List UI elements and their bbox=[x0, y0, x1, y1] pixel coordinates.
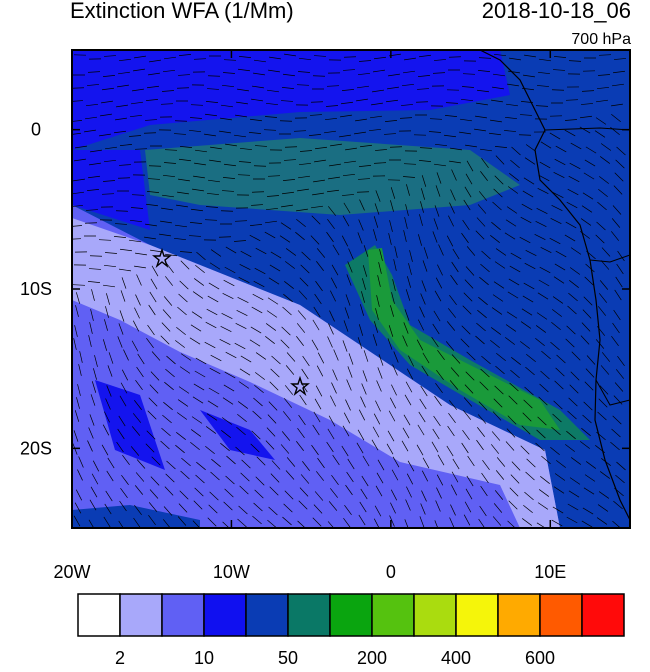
colorbar-label: 10 bbox=[194, 648, 214, 667]
colorbar-box bbox=[78, 594, 120, 636]
title: Extinction WFA (1/Mm) bbox=[70, 0, 294, 23]
lon-label: 0 bbox=[386, 562, 396, 582]
colorbar-box bbox=[498, 594, 540, 636]
lat-label: 20S bbox=[20, 438, 52, 458]
level: 700 hPa bbox=[571, 31, 631, 48]
colorbar-label: 600 bbox=[525, 648, 555, 667]
lon-label: 20W bbox=[53, 562, 90, 582]
colorbar-box bbox=[414, 594, 456, 636]
colorbar-box bbox=[120, 594, 162, 636]
colorbar: 2 10 50 200 400 600 bbox=[78, 594, 624, 667]
lon-label: 10E bbox=[534, 562, 566, 582]
lat-label: 10S bbox=[20, 279, 52, 299]
lon-label: 10W bbox=[213, 562, 250, 582]
colorbar-box bbox=[246, 594, 288, 636]
colorbar-box bbox=[330, 594, 372, 636]
colorbar-box bbox=[582, 594, 624, 636]
timestamp: 2018-10-18_06 bbox=[482, 0, 631, 23]
colorbar-box bbox=[204, 594, 246, 636]
colorbar-box bbox=[162, 594, 204, 636]
colorbar-box bbox=[372, 594, 414, 636]
colorbar-label: 50 bbox=[278, 648, 298, 667]
field bbox=[69, 50, 630, 532]
colorbar-label: 200 bbox=[357, 648, 387, 667]
colorbar-label: 2 bbox=[115, 648, 125, 667]
colorbar-box bbox=[288, 594, 330, 636]
colorbar-label: 400 bbox=[441, 648, 471, 667]
colorbar-box bbox=[456, 594, 498, 636]
lat-label: 0 bbox=[31, 120, 41, 140]
colorbar-box bbox=[540, 594, 582, 636]
